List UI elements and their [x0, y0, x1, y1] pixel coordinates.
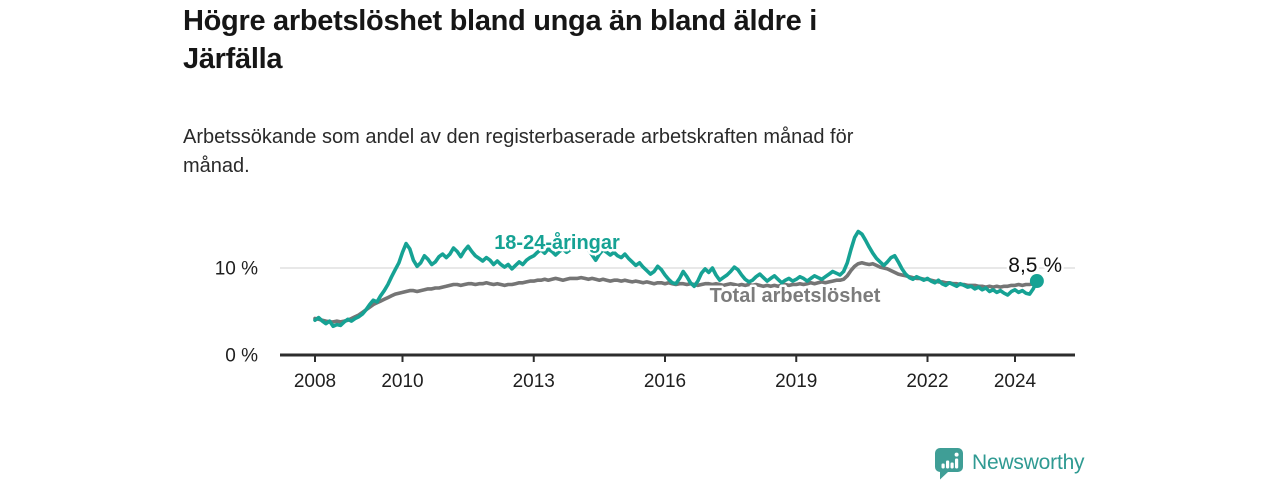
newsworthy-logo-icon	[935, 447, 963, 479]
brand-name: Newsworthy	[972, 451, 1085, 474]
bar-1	[941, 463, 945, 468]
bar-2	[946, 460, 950, 468]
series-line-1	[313, 229, 1039, 329]
title-line-2: Järfälla	[183, 43, 283, 75]
x-tick-label-2010: 2010	[381, 371, 423, 392]
newsworthy-brand: Newsworthy	[934, 446, 1085, 480]
chart-subtitle: Arbetssökande som andel av den registerb…	[183, 123, 1063, 181]
y-tick-label-0: 0 %	[225, 346, 258, 367]
subtitle-line-1: Arbetssökande som andel av den registerb…	[183, 126, 854, 148]
line-chart: 10 % 0 % 2008 2010 2013 2016 2019 2022 2024 18-…	[180, 215, 1100, 405]
data-series-lines	[313, 229, 1039, 329]
title-line-1: Högre arbetslöshet bland unga än bland ä…	[183, 5, 817, 37]
series-label-total: Total arbetslöshet	[710, 285, 881, 307]
bar-4	[955, 458, 959, 468]
x-axis-tick-labels: 2008 2010 2013 2016 2019 2022 2024	[294, 371, 1037, 392]
series-label-youth: 18-24-åringar	[494, 231, 620, 254]
x-tick-label-2019: 2019	[775, 371, 817, 392]
y-axis-labels: 10 % 0 %	[215, 259, 258, 367]
x-tick-label-2008: 2008	[294, 371, 336, 392]
series-line-0	[313, 260, 1039, 324]
exclamation-dot	[954, 452, 959, 457]
last-value-dot	[1029, 274, 1044, 289]
x-tick-label-2016: 2016	[644, 371, 686, 392]
x-axis-ticks	[314, 355, 1016, 362]
x-tick-label-2024: 2024	[994, 371, 1037, 392]
end-point-dot	[1029, 274, 1044, 289]
subtitle-line-2: månad.	[183, 155, 250, 177]
line-chart-svg: 10 % 0 % 2008 2010 2013 2016 2019 2022 2024 18-…	[215, 229, 1075, 392]
page-title: Högre arbetslöshet bland unga än bland ä…	[183, 2, 1043, 78]
bar-3	[950, 462, 954, 468]
last-value-label: 8,5 %	[1008, 254, 1062, 277]
x-tick-label-2022: 2022	[906, 371, 948, 392]
y-tick-label-10: 10 %	[215, 259, 258, 280]
x-tick-label-2013: 2013	[513, 371, 555, 392]
